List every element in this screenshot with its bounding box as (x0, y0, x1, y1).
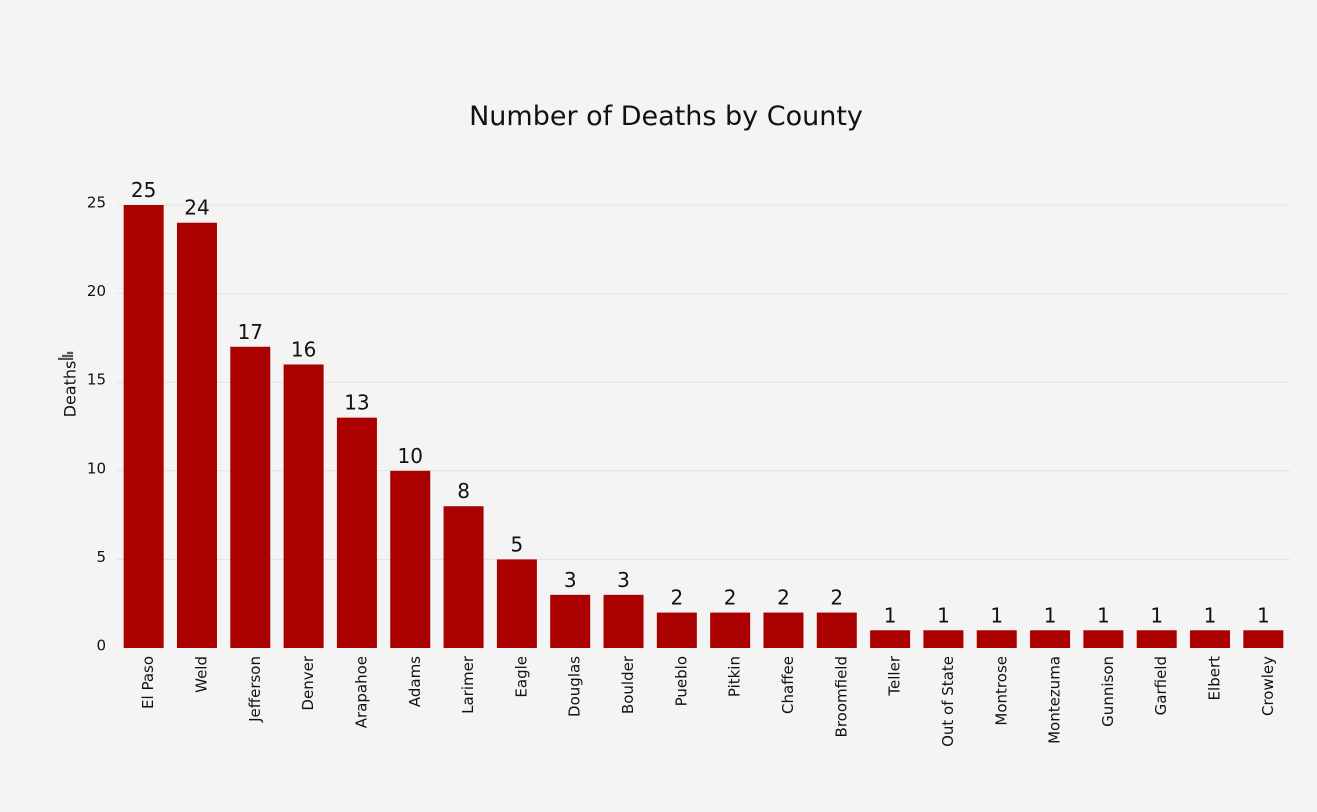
bar-boulder (603, 594, 644, 648)
x-tick-label: Eagle (512, 656, 530, 698)
x-tick-label: Pitkin (726, 656, 744, 697)
x-tick-label: Montrose (992, 656, 1010, 726)
bar-gunnison (1083, 630, 1124, 648)
bar-garfield (1136, 630, 1177, 648)
bar-larimer (443, 506, 484, 648)
data-label: 1 (1150, 603, 1163, 627)
x-tick-label: Chaffee (779, 656, 797, 714)
bar-broomfield (816, 612, 857, 648)
data-label: 13 (344, 391, 369, 415)
data-label: 1 (1044, 603, 1057, 627)
x-tick-label: Larimer (459, 655, 477, 714)
bar-denver (283, 364, 324, 648)
data-label: 2 (777, 586, 790, 610)
bar-jefferson (230, 346, 271, 648)
x-tick-label: Denver (299, 655, 317, 710)
data-label: 10 (398, 444, 423, 468)
y-tick-label: 20 (87, 282, 106, 300)
bar-el-paso (123, 205, 164, 648)
y-axis-label: Deaths (61, 361, 80, 418)
x-tick-label: Teller (886, 655, 904, 696)
bar-adams (390, 470, 431, 648)
x-tick-label: Douglas (566, 656, 584, 717)
y-tick-label: 10 (87, 459, 106, 477)
bar-chaffee (763, 612, 804, 648)
data-label: 1 (990, 603, 1003, 627)
x-tick-label: El Paso (139, 656, 157, 709)
data-label: 2 (670, 586, 683, 610)
bar-pueblo (656, 612, 697, 648)
x-tick-label: Pueblo (672, 656, 690, 706)
data-label: 1 (1204, 603, 1217, 627)
data-label: 1 (1097, 603, 1110, 627)
x-tick-label: Jefferson (246, 656, 264, 723)
x-tick-label: Elbert (1206, 656, 1224, 701)
bar-arapahoe (336, 417, 377, 648)
data-label: 5 (511, 532, 524, 556)
data-label: 25 (131, 178, 156, 202)
y-tick-label: 5 (96, 548, 106, 566)
x-tick-label: Arapahoe (352, 656, 370, 728)
data-label: 2 (830, 586, 843, 610)
x-tick-label: Montezuma (1046, 656, 1064, 744)
bar-crowley (1243, 630, 1284, 648)
data-label: 16 (291, 337, 316, 361)
x-tick-label: Weld (192, 656, 210, 693)
bar-teller (870, 630, 911, 648)
x-tick-label: Out of State (939, 656, 957, 747)
data-label: 24 (184, 196, 209, 220)
data-label: 3 (564, 568, 577, 592)
x-tick-label: Gunnison (1099, 656, 1117, 727)
x-tick-label: Broomfield (832, 656, 850, 737)
bar-pitkin (710, 612, 751, 648)
chart-title: Number of Deaths by County (469, 101, 863, 132)
data-label: 1 (1257, 603, 1270, 627)
data-label: 8 (457, 479, 470, 503)
bar-douglas (550, 594, 591, 648)
data-label: 2 (724, 586, 737, 610)
bar-elbert (1190, 630, 1231, 648)
y-tick-label: 25 (87, 194, 106, 212)
bar-montezuma (1030, 630, 1071, 648)
y-tick-label: 15 (87, 371, 106, 389)
x-tick-label: Crowley (1259, 656, 1277, 716)
bar-out-of-state (923, 630, 964, 648)
x-tick-label: Boulder (619, 655, 637, 714)
y-tick-label: 0 (96, 637, 106, 655)
data-label: 1 (884, 603, 897, 627)
x-tick-label: Adams (406, 656, 424, 707)
bar-weld (176, 222, 217, 648)
data-label: 17 (238, 320, 263, 344)
bar-eagle (496, 559, 537, 648)
bar-montrose (976, 630, 1017, 648)
x-tick-label: Garfield (1152, 656, 1170, 715)
data-label: 1 (937, 603, 950, 627)
sort-descending-icon[interactable] (58, 351, 73, 360)
data-label: 3 (617, 568, 630, 592)
